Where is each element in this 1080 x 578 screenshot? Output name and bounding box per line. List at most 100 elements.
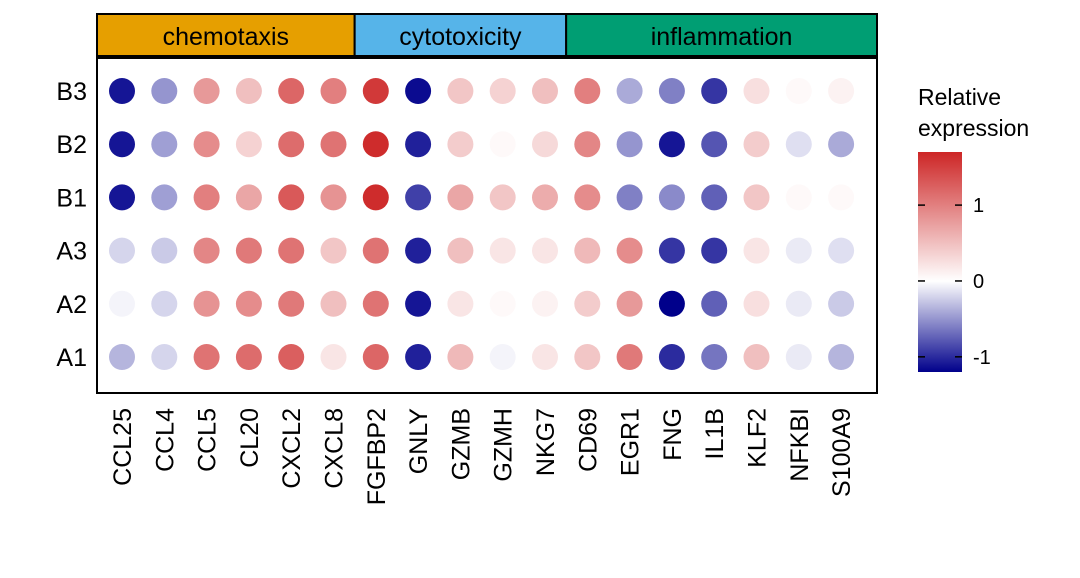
group-header-chemotaxis-label: chemotaxis bbox=[163, 23, 289, 51]
dot-B1-FNG bbox=[658, 184, 685, 211]
dot-A1-EGR1 bbox=[616, 344, 643, 370]
dot-B1-NKG7 bbox=[532, 184, 558, 211]
dot-A1-FGFBP2 bbox=[362, 344, 389, 370]
column-label-FGFBP2: FGFBP2 bbox=[363, 408, 391, 505]
dot-B2-CXCL2 bbox=[278, 131, 305, 158]
dot-B1-EGR1 bbox=[616, 184, 643, 211]
dot-B3-CCL4 bbox=[151, 78, 178, 104]
column-label-IL1B: IL1B bbox=[701, 408, 729, 459]
dot-A1-CXCL2 bbox=[278, 344, 305, 370]
row-label-B2: B2 bbox=[56, 131, 87, 159]
dot-B1-KLF2 bbox=[743, 184, 770, 211]
dot-B1-CCL25 bbox=[109, 184, 135, 211]
dot-B2-FNG bbox=[658, 131, 685, 158]
dot-B2-IL1B bbox=[701, 131, 728, 158]
dot-B2-GZMH bbox=[489, 131, 516, 158]
dot-A3-CL20 bbox=[235, 237, 262, 264]
dot-A3-FNG bbox=[658, 237, 685, 264]
dot-B2-CL20 bbox=[235, 131, 262, 158]
dot-B3-GZMB bbox=[447, 78, 474, 104]
dot-B1-CD69 bbox=[574, 184, 601, 211]
dot-B3-FGFBP2 bbox=[362, 78, 389, 104]
dot-A1-FNG bbox=[658, 344, 685, 370]
dot-B3-CL20 bbox=[235, 78, 262, 104]
group-header-inflammation-label: inflammation bbox=[651, 23, 793, 51]
dot-B1-NFKBI bbox=[785, 184, 812, 211]
dot-A3-CCL4 bbox=[151, 237, 178, 264]
dot-A1-KLF2 bbox=[743, 344, 770, 370]
dot-A3-GNLY bbox=[405, 237, 432, 264]
dot-A2-EGR1 bbox=[616, 290, 643, 317]
dot-A2-KLF2 bbox=[743, 290, 770, 317]
legend-tick-label-2: -1 bbox=[973, 347, 991, 369]
dot-B2-EGR1 bbox=[616, 131, 643, 158]
dot-A3-CCL25 bbox=[109, 237, 135, 264]
column-label-KLF2: KLF2 bbox=[744, 408, 772, 468]
dot-A1-CL20 bbox=[235, 344, 262, 370]
dot-B1-CCL4 bbox=[151, 184, 178, 211]
legend-ticks: 1 0 -1 bbox=[918, 195, 991, 369]
dot-B3-CXCL2 bbox=[278, 78, 305, 104]
dot-A3-CCL5 bbox=[193, 237, 220, 264]
dot-B3-FNG bbox=[658, 78, 685, 104]
column-label-CCL5: CCL5 bbox=[194, 408, 222, 472]
column-label-CCL25: CCL25 bbox=[109, 408, 137, 486]
dot-A2-CCL25 bbox=[109, 290, 135, 317]
dot-B2-NFKBI bbox=[785, 131, 812, 158]
dot-A2-FGFBP2 bbox=[362, 290, 389, 317]
column-labels: CCL25 CCL4 CCL5 CL20 CXCL2 CXCL8 FGFBP2 GNLY GZM… bbox=[109, 408, 856, 506]
column-label-GZMB: GZMB bbox=[447, 408, 475, 480]
row-label-B1: B1 bbox=[56, 184, 87, 212]
dot-B3-CCL5 bbox=[193, 78, 220, 104]
group-header-chemotaxis-bar bbox=[96, 13, 356, 57]
dot-A1-NKG7 bbox=[532, 344, 558, 370]
dot-B2-CCL25 bbox=[109, 131, 135, 158]
dot-A3-KLF2 bbox=[743, 237, 770, 264]
dot-B2-GNLY bbox=[405, 131, 432, 158]
plot-panel bbox=[96, 57, 878, 394]
color-legend: Relative expression 1 0 -1 bbox=[918, 84, 1029, 372]
group-header: chemotaxis cytotoxicity inflammation bbox=[96, 13, 879, 57]
dot-A3-NKG7 bbox=[532, 237, 558, 264]
dot-B3-GNLY bbox=[405, 78, 432, 104]
legend-title-line-2: expression bbox=[918, 115, 1029, 141]
legend-title-line-1: Relative bbox=[918, 84, 1001, 110]
dot-A1-CCL5 bbox=[193, 344, 220, 370]
dot-A3-NFKBI bbox=[785, 237, 812, 264]
dot-B1-CCL5 bbox=[193, 184, 220, 211]
column-label-S100A9: S100A9 bbox=[828, 408, 856, 497]
group-header-cytotoxicity-bar bbox=[353, 13, 568, 57]
dot-A2-CCL5 bbox=[193, 290, 220, 317]
column-label-GNLY: GNLY bbox=[405, 408, 433, 475]
dot-B3-IL1B bbox=[701, 78, 728, 104]
dot-A3-IL1B bbox=[701, 237, 728, 264]
dot-B1-IL1B bbox=[701, 184, 728, 211]
dot-A2-CD69 bbox=[574, 290, 601, 317]
dot-B2-KLF2 bbox=[743, 131, 770, 158]
dot-A2-NKG7 bbox=[532, 290, 558, 317]
dot-B3-EGR1 bbox=[616, 78, 643, 104]
group-header-inflammation-bar bbox=[565, 13, 879, 57]
column-label-NFKBI: NFKBI bbox=[786, 408, 814, 482]
dot-A2-CXCL8 bbox=[320, 290, 347, 317]
column-label-CCL4: CCL4 bbox=[151, 408, 179, 472]
dot-A3-CD69 bbox=[574, 237, 601, 264]
dot-B2-S100A9 bbox=[828, 131, 855, 158]
dot-B3-KLF2 bbox=[743, 78, 770, 104]
dot-B1-GZMB bbox=[447, 184, 474, 211]
dot-B2-FGFBP2 bbox=[362, 131, 389, 158]
dot-B1-CL20 bbox=[235, 184, 262, 211]
dot-B3-CD69 bbox=[574, 78, 601, 104]
dot-A2-CL20 bbox=[235, 290, 262, 317]
dot-A3-GZMH bbox=[489, 237, 516, 264]
row-label-A1: A1 bbox=[56, 344, 87, 372]
dot-A3-FGFBP2 bbox=[362, 237, 389, 264]
column-label-CL20: CL20 bbox=[236, 408, 264, 468]
dot-A2-CCL4 bbox=[151, 290, 178, 317]
column-label-CXCL2: CXCL2 bbox=[278, 408, 306, 489]
dot-B3-CXCL8 bbox=[320, 78, 347, 104]
legend-tick-label-1: 0 bbox=[973, 271, 984, 293]
dot-A1-CCL4 bbox=[151, 344, 178, 370]
row-labels: B3 B2 B1 A3 A2 A1 bbox=[56, 78, 87, 372]
